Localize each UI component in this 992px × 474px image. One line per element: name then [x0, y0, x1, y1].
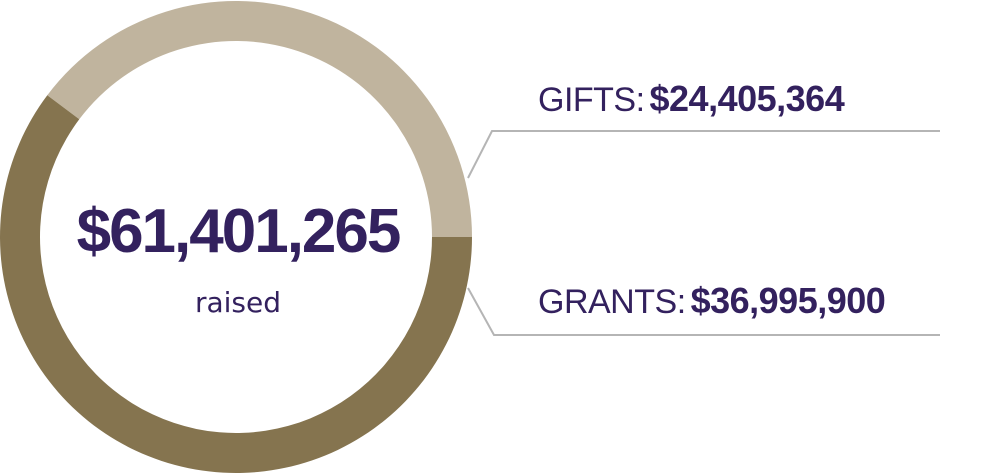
total-raised-label: raised: [194, 286, 282, 319]
legend-grants-value: $36,995,900: [690, 280, 886, 321]
donut-slice-gifts: [47, 0, 472, 238]
legend-gifts: GIFTS: $24,405,364: [538, 78, 845, 120]
total-raised-value: $61,401,265: [76, 197, 402, 266]
gifts-leader-line: [467, 130, 940, 179]
legend-grants: GRANTS: $36,995,900: [538, 280, 886, 322]
legend-grants-name: GRANTS: [538, 283, 677, 321]
donut-slice-grants: [0, 95, 472, 473]
legend-gifts-colon: :: [635, 81, 646, 119]
grants-leader-line: [467, 287, 940, 336]
legend-grants-colon: :: [676, 283, 687, 321]
legend-gifts-value: $24,405,364: [649, 78, 845, 119]
legend-gifts-name: GIFTS: [538, 81, 636, 119]
donut-slices: [0, 0, 472, 473]
